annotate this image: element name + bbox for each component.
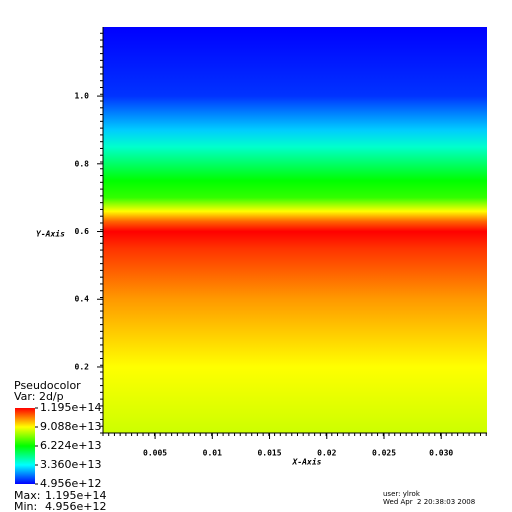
color-bar (15, 408, 35, 484)
x-tick-label: 0.01 (203, 449, 222, 458)
y-tick-label: 0.4 (75, 295, 90, 304)
y-tick-label: 1.0 (75, 92, 90, 101)
legend-title: Pseudocolor (14, 379, 81, 392)
min-label: Min: (14, 500, 37, 512)
x-axis-title: X-Axis (292, 457, 322, 467)
date: Wed Apr 2 20:38:03 2008 (383, 498, 475, 506)
x-tick-label: 0.02 (317, 449, 336, 458)
legend-tick-label: 4.956e+12 (40, 477, 101, 490)
max-label: Max: (14, 489, 40, 502)
max-value: 1.195e+14 (45, 489, 106, 502)
legend-tick-label: 6.224e+13 (40, 439, 101, 452)
plot-area (103, 27, 487, 433)
legend-variable: Var: 2d/p (14, 390, 64, 403)
legend-tick-label: 3.360e+13 (40, 458, 101, 471)
legend-tick-label: 9.088e+13 (40, 420, 101, 433)
x-tick-label: 0.005 (143, 449, 167, 458)
y-axis-title: Y-Axis (36, 229, 65, 239)
legend-tick-label: 1.195e+14 (40, 401, 101, 414)
x-tick-label: 0.015 (257, 449, 281, 458)
x-tick-label: 0.030 (429, 449, 453, 458)
y-tick-label: 0.2 (75, 362, 90, 371)
y-tick-label: 0.8 (75, 159, 90, 168)
min-value: 4.956e+12 (45, 500, 106, 512)
y-tick-label: 0.6 (75, 227, 90, 236)
user: user: ylrok (383, 490, 421, 498)
x-tick-label: 0.025 (372, 449, 396, 458)
